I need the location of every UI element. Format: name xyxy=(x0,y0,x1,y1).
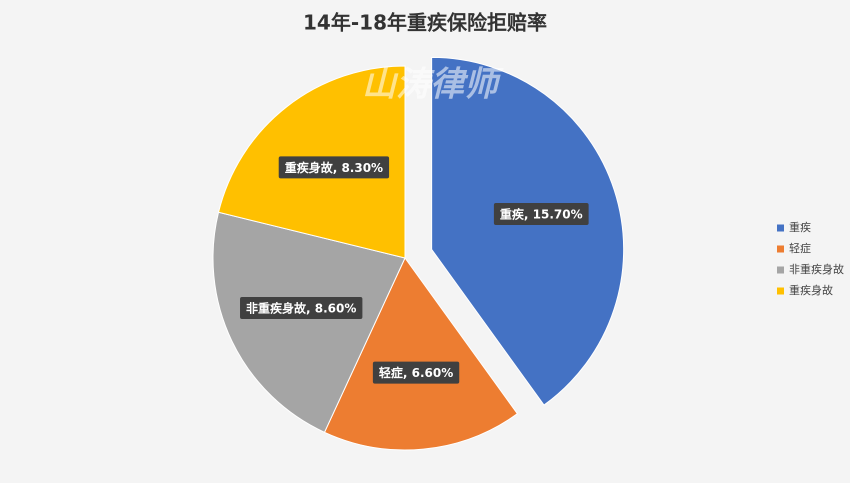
data-label: 非重疾身故, 8.60% xyxy=(246,300,356,315)
legend-label: 重疾身故 xyxy=(789,283,833,297)
data-label: 重疾, 15.70% xyxy=(500,206,583,221)
watermark: 山涛律师 xyxy=(362,65,504,105)
legend-label: 非重疾身故 xyxy=(789,262,844,276)
legend-label: 轻症 xyxy=(789,241,811,255)
data-label: 轻症, 6.60% xyxy=(379,365,453,380)
legend-swatch xyxy=(777,287,784,295)
data-label: 重疾身故, 8.30% xyxy=(285,160,383,175)
data-label-box xyxy=(372,361,460,384)
legend-swatch xyxy=(777,245,784,253)
data-label-box xyxy=(278,156,390,179)
pie-slice xyxy=(431,56,625,406)
data-label-box xyxy=(493,202,589,225)
legend-swatch xyxy=(777,266,784,274)
data-label-box xyxy=(240,296,363,319)
legend-swatch xyxy=(777,224,784,232)
legend-label: 重疾 xyxy=(789,220,811,234)
pie-slice xyxy=(212,211,406,433)
chart-title: 14年-18年重疾保险拒赔率 xyxy=(303,11,547,35)
pie-slice xyxy=(323,257,519,451)
